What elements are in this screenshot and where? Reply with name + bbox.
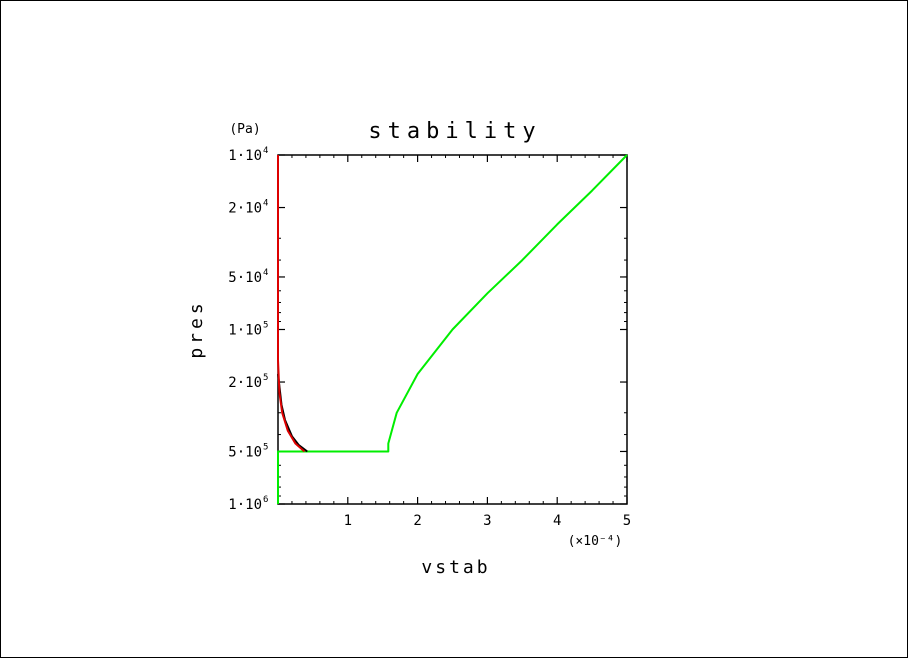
x-multiplier-label: (×10⁻⁴) [568, 534, 623, 549]
y-tick-label-6: 1·10 [228, 497, 262, 513]
y-tick-exponent-3: 5 [263, 321, 268, 331]
y-tick-exponent-1: 4 [263, 199, 268, 209]
y-tick-label-2: 5·10 [228, 270, 262, 286]
x-tick-label-1: 2 [413, 513, 421, 529]
y-tick-exponent-0: 4 [263, 146, 268, 156]
y-unit-label: (Pa) [229, 122, 260, 137]
y-tick-exponent-4: 5 [263, 373, 268, 383]
y-tick-label-5: 5·10 [228, 444, 262, 460]
y-tick-label-4: 2·10 [228, 375, 262, 391]
y-tick-exponent-2: 4 [263, 268, 268, 278]
plot-area: 1 2 3 4 51·10 42·10 45·10 41·10 52·10 55·10 51·10 6 [228, 146, 631, 529]
y-tick-label-0: 1·10 [228, 148, 262, 164]
x-tick-label-2: 3 [483, 513, 491, 529]
chart-title: stability [368, 119, 541, 144]
x-tick-label-0: 1 [344, 513, 352, 529]
x-tick-label-4: 5 [623, 513, 631, 529]
y-tick-exponent-5: 5 [263, 442, 268, 452]
y-tick-label-1: 2·10 [228, 201, 262, 217]
x-tick-label-3: 4 [553, 513, 561, 529]
y-tick-label-3: 1·10 [228, 323, 262, 339]
series-line-0 [277, 154, 628, 504]
y-axis-label: pres [186, 299, 207, 358]
series-line-2 [277, 155, 306, 453]
y-tick-exponent-6: 6 [263, 495, 268, 505]
x-axis-label: vstab [421, 557, 490, 578]
